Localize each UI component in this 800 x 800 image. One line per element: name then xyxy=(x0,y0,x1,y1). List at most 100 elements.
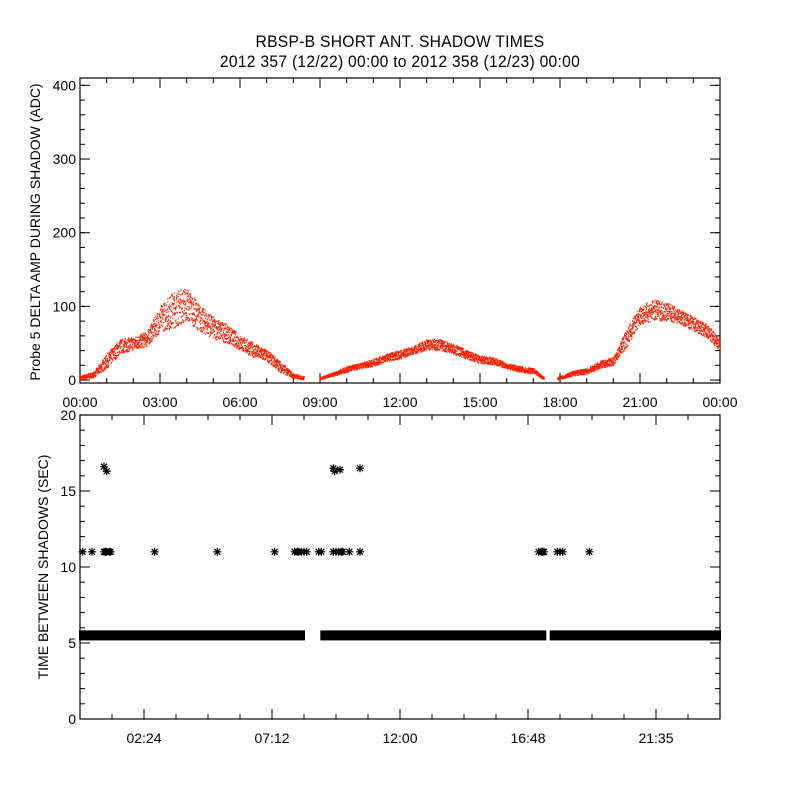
amp-point xyxy=(558,378,559,381)
amp-point xyxy=(250,354,252,356)
amp-point xyxy=(117,346,118,348)
amp-point xyxy=(268,361,270,363)
amp-point xyxy=(230,337,231,339)
amp-point xyxy=(219,329,220,331)
amp-point xyxy=(449,348,451,350)
amp-point xyxy=(116,348,118,350)
amp-point xyxy=(181,321,182,324)
amp-point xyxy=(159,324,161,326)
amp-point xyxy=(633,331,635,333)
amp-point xyxy=(406,349,408,351)
amp-point xyxy=(477,354,479,357)
amp-point xyxy=(257,344,259,347)
amp-point xyxy=(423,350,425,352)
amp-point xyxy=(643,313,645,315)
amp-point xyxy=(268,356,270,359)
amp-point xyxy=(197,319,199,321)
amp-point xyxy=(243,348,244,351)
amp-point xyxy=(469,356,471,359)
amp-point xyxy=(140,337,141,339)
amp-point xyxy=(377,358,379,360)
amp-point xyxy=(460,348,462,350)
amp-point xyxy=(376,363,377,366)
amp-point xyxy=(270,355,271,357)
amp-point xyxy=(149,331,151,334)
amp-point xyxy=(202,309,203,312)
amp-point xyxy=(369,363,371,365)
amp-point xyxy=(93,374,94,376)
amp-point xyxy=(159,309,161,311)
amp-point xyxy=(147,336,148,338)
amp-point xyxy=(447,349,449,351)
amp-point xyxy=(142,335,143,338)
amp-point xyxy=(378,361,380,363)
amp-point xyxy=(614,362,616,364)
amp-point xyxy=(103,359,104,362)
amp-point xyxy=(201,327,202,329)
amp-point xyxy=(623,337,625,340)
amp-point xyxy=(608,364,610,366)
amp-point xyxy=(489,359,491,361)
amp-point xyxy=(280,363,282,366)
amp-point xyxy=(496,359,497,361)
amp-point xyxy=(220,333,222,335)
amp-point xyxy=(222,323,223,326)
amp-point xyxy=(151,331,153,333)
amp-point xyxy=(586,369,587,372)
amp-point xyxy=(447,350,449,353)
amp-point xyxy=(156,331,158,334)
amp-point xyxy=(492,357,493,359)
amp-point xyxy=(239,346,241,348)
amp-point xyxy=(236,336,238,339)
amp-point xyxy=(148,333,150,336)
amp-point xyxy=(462,350,464,352)
amp-point xyxy=(384,357,385,359)
amp-point xyxy=(159,314,161,317)
amp-point xyxy=(125,341,126,344)
amp-point xyxy=(525,367,526,369)
amp-point xyxy=(246,345,247,348)
amp-point xyxy=(643,314,644,317)
amp-point xyxy=(610,358,611,360)
amp-point xyxy=(410,349,412,351)
amp-point xyxy=(171,322,172,325)
amp-point xyxy=(145,332,146,335)
amp-point xyxy=(189,301,190,303)
amp-point xyxy=(224,326,226,329)
amp-point xyxy=(483,359,485,362)
amp-point xyxy=(297,377,299,380)
amp-point xyxy=(376,362,378,365)
amp-point xyxy=(648,315,650,318)
amp-point xyxy=(115,345,116,347)
amp-point xyxy=(249,348,251,350)
amp-point xyxy=(275,359,277,362)
amp-point xyxy=(363,365,365,367)
amp-point xyxy=(613,361,614,363)
amp-point xyxy=(621,346,622,348)
amp-point xyxy=(459,349,461,352)
amp-point xyxy=(92,374,93,377)
amp-point xyxy=(412,353,414,355)
amp-point xyxy=(595,367,596,370)
amp-point xyxy=(417,349,418,352)
amp-point xyxy=(122,348,124,351)
amp-point xyxy=(358,363,360,365)
amp-point xyxy=(160,321,162,323)
amp-point xyxy=(410,353,412,355)
amp-point xyxy=(229,335,231,337)
amp-point xyxy=(99,363,101,365)
amp-point xyxy=(638,319,639,322)
amp-point xyxy=(578,374,580,376)
amp-point xyxy=(119,342,120,344)
amp-point xyxy=(113,347,115,350)
amp-point xyxy=(634,322,636,324)
amp-point xyxy=(625,335,626,337)
amp-point xyxy=(225,335,226,337)
amp-point xyxy=(455,353,456,356)
amp-point xyxy=(631,335,633,338)
amp-point xyxy=(260,350,262,352)
amp-point xyxy=(324,377,326,379)
amp-point xyxy=(392,352,394,354)
amp-point xyxy=(472,357,474,359)
